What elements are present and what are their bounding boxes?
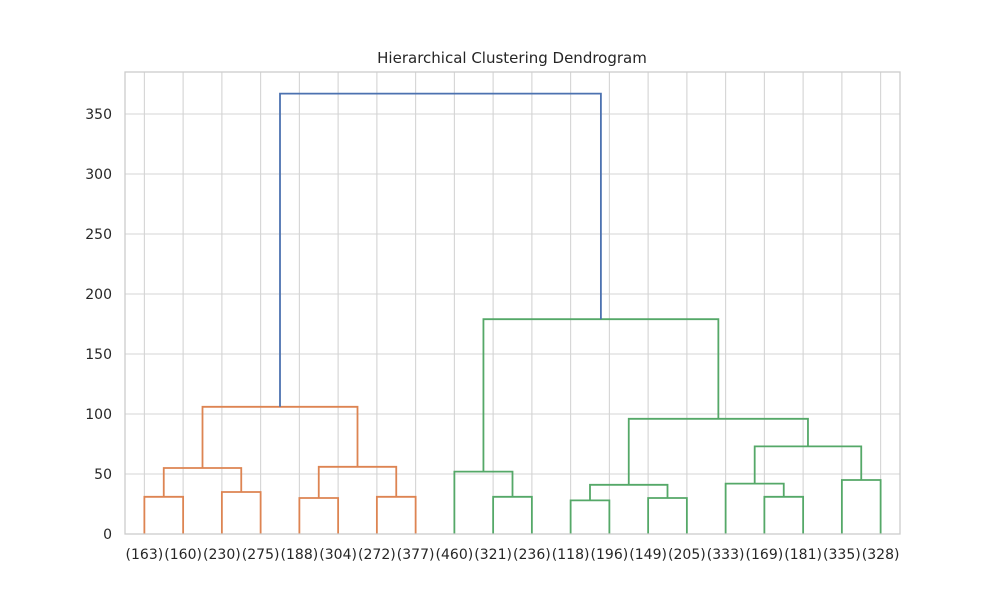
leaf-label: (163) [126,547,164,563]
leaf-label: (160) [164,547,202,563]
leaf-label: (304) [319,547,357,563]
leaf-label: (118) [552,547,590,563]
leaf-label: (321) [474,547,512,563]
leaf-label: (230) [203,547,241,563]
y-tick-label: 150 [85,347,112,363]
dendrogram-link [482,318,720,472]
dendrogram-link [840,479,882,534]
dendrogram-link [763,495,805,534]
dendrogram-link [569,499,611,534]
leaf-label: (275) [242,547,280,563]
dendrogram-link [317,465,398,498]
leaf-label: (149) [629,547,667,563]
y-tick-label: 200 [85,287,112,303]
dendrogram-link [453,470,514,534]
dendrogram-link [298,497,340,534]
dendrogram-link [647,497,688,534]
y-tick-label: 300 [85,167,112,183]
dendrogram-link [201,405,359,468]
leaf-label: (333) [707,547,745,563]
dendrogram-link [627,417,809,485]
leaf-label: (169) [746,547,784,563]
leaf-label: (272) [358,547,396,563]
leaf-label: (236) [513,547,551,563]
leaf-label: (205) [668,547,706,563]
y-tick-label: 350 [85,107,112,123]
dendrogram-link [375,495,417,534]
leaf-label: (188) [281,547,319,563]
y-tick-label: 250 [85,227,112,243]
dendrogram-link [724,482,785,534]
leaf-label: (328) [862,547,900,563]
leaf-label: (196) [591,547,629,563]
y-tick-label: 0 [103,527,112,543]
leaf-label: (460) [436,547,474,563]
dendrogram-link [753,445,863,484]
dendrogram-links [143,92,882,534]
y-tick-label: 100 [85,407,112,423]
dendrogram-link [279,92,602,407]
leaf-label: (335) [823,547,861,563]
y-tick-label: 50 [94,467,112,483]
plot-frame [124,71,901,535]
dendrogram-link [220,491,262,534]
dendrogram-link [492,495,533,534]
leaf-label: (181) [784,547,822,563]
dendrogram-link [143,495,185,534]
chart-title: Hierarchical Clustering Dendrogram [377,49,647,67]
leaf-label: (377) [397,547,435,563]
x-axis-leaf-labels: (163) (160) (230) (275) (188) (304) (272) (377)… [126,547,900,563]
gridlines [125,72,900,535]
y-axis-ticks: 0 50 100 150 200 250 300 350 [85,107,112,543]
